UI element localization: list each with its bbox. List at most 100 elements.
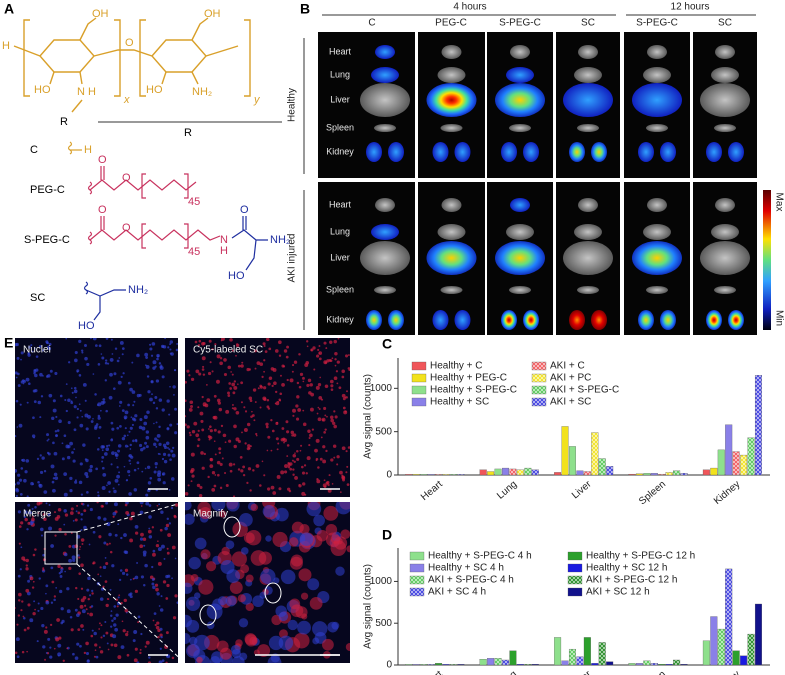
bar (606, 466, 614, 476)
organ (388, 310, 404, 330)
legend-label: AKI + S-PEG-C (550, 385, 619, 396)
legend-label: AKI + SC 4 h (428, 587, 486, 598)
bar (680, 664, 688, 666)
legend-swatch (567, 551, 583, 561)
panel-letter: C (382, 336, 392, 352)
organ (366, 142, 382, 162)
subscript: x (123, 94, 130, 106)
organ-label: Kidney (326, 314, 354, 324)
bar (487, 471, 495, 476)
organ (569, 142, 585, 162)
legend-swatch (567, 563, 583, 573)
bar (673, 470, 681, 476)
atom-label: HO (228, 270, 245, 282)
bar (405, 664, 413, 666)
atom-label: O (122, 172, 131, 184)
organ (441, 198, 462, 212)
bar (754, 603, 762, 666)
micrograph-texture (185, 338, 350, 497)
organ (506, 67, 534, 83)
bar (643, 473, 651, 476)
bar (457, 664, 465, 666)
bar (591, 432, 599, 476)
atom-label: O (122, 222, 131, 234)
bar (442, 474, 450, 476)
bar-chart: Avg signal (counts) 0 500 1000 Heart Lung Live… (363, 548, 770, 675)
organ-label: Liver (330, 252, 350, 262)
bar (479, 469, 487, 476)
organ (510, 45, 530, 59)
time-label: 4 hours (453, 2, 486, 13)
organ-label: Lung (330, 69, 350, 79)
legend-label: AKI + PC (550, 373, 591, 384)
micrograph-texture (15, 338, 178, 497)
legend-swatch (531, 373, 547, 383)
micrograph (185, 338, 350, 497)
bar (449, 474, 457, 476)
column-label: S-PEG-C (636, 18, 678, 29)
bar (576, 656, 584, 666)
organ (360, 241, 410, 275)
organ (706, 310, 722, 330)
atom-label: HO (34, 84, 51, 96)
organ (360, 83, 410, 117)
scale-label: Max (773, 193, 784, 212)
group-name: C (30, 144, 38, 156)
organ (632, 83, 682, 117)
micrograph-texture (185, 502, 350, 663)
image-label: Cy5-labeled SC (193, 345, 263, 356)
legend-label: Healthy + S-PEG-C (430, 385, 517, 396)
organ (574, 67, 602, 83)
wavy-bond (67, 141, 73, 155)
legend-label: AKI + SC 12 h (586, 587, 650, 598)
atom-label: HO (146, 84, 163, 96)
bar (740, 454, 748, 476)
organ (523, 310, 539, 330)
atom-label: NH₂ (128, 284, 148, 296)
organ-label: Spleen (326, 284, 354, 294)
organ (563, 83, 613, 117)
atom-label: H (84, 144, 92, 156)
y-tick-label: 0 (386, 660, 392, 671)
organ (574, 224, 602, 240)
bar (435, 663, 443, 666)
organ (371, 67, 399, 83)
y-tick-label: 1000 (370, 383, 393, 394)
top-structure (13, 17, 251, 113)
bar (516, 469, 524, 476)
time-label: 12 hours (671, 2, 710, 13)
micrograph-texture (15, 502, 178, 663)
organ (715, 45, 735, 59)
organ (375, 45, 395, 59)
column-label: SC (718, 18, 732, 29)
legend-label: AKI + S-PEG-C 4 h (428, 575, 514, 586)
bar (740, 655, 748, 666)
bar (606, 661, 614, 666)
column-label: PEG-C (435, 18, 467, 29)
legend-swatch (531, 361, 547, 371)
bar (598, 458, 606, 476)
subscript: 45 (188, 196, 200, 208)
organ (366, 310, 382, 330)
bar (420, 474, 428, 476)
bar (435, 474, 443, 476)
y-axis-label: Avg signal (counts) (363, 564, 374, 649)
organ (454, 310, 471, 330)
group-label: AKI injured (287, 234, 298, 283)
organ (501, 310, 517, 330)
sc-structure (83, 281, 126, 321)
panel-letter: B (300, 1, 310, 17)
bar (568, 446, 576, 476)
organ (509, 124, 531, 132)
subscript: 45 (188, 246, 200, 258)
bar (702, 469, 710, 476)
organ (454, 142, 471, 162)
legend-swatch (409, 551, 425, 561)
column-label: S-PEG-C (499, 18, 541, 29)
bar (509, 468, 517, 476)
bar-chart: Avg signal (counts) 0 500 1000 Heart Lung Live… (363, 358, 770, 507)
organ (660, 310, 676, 330)
atom-label: O (98, 204, 107, 216)
color-bar (763, 190, 771, 330)
